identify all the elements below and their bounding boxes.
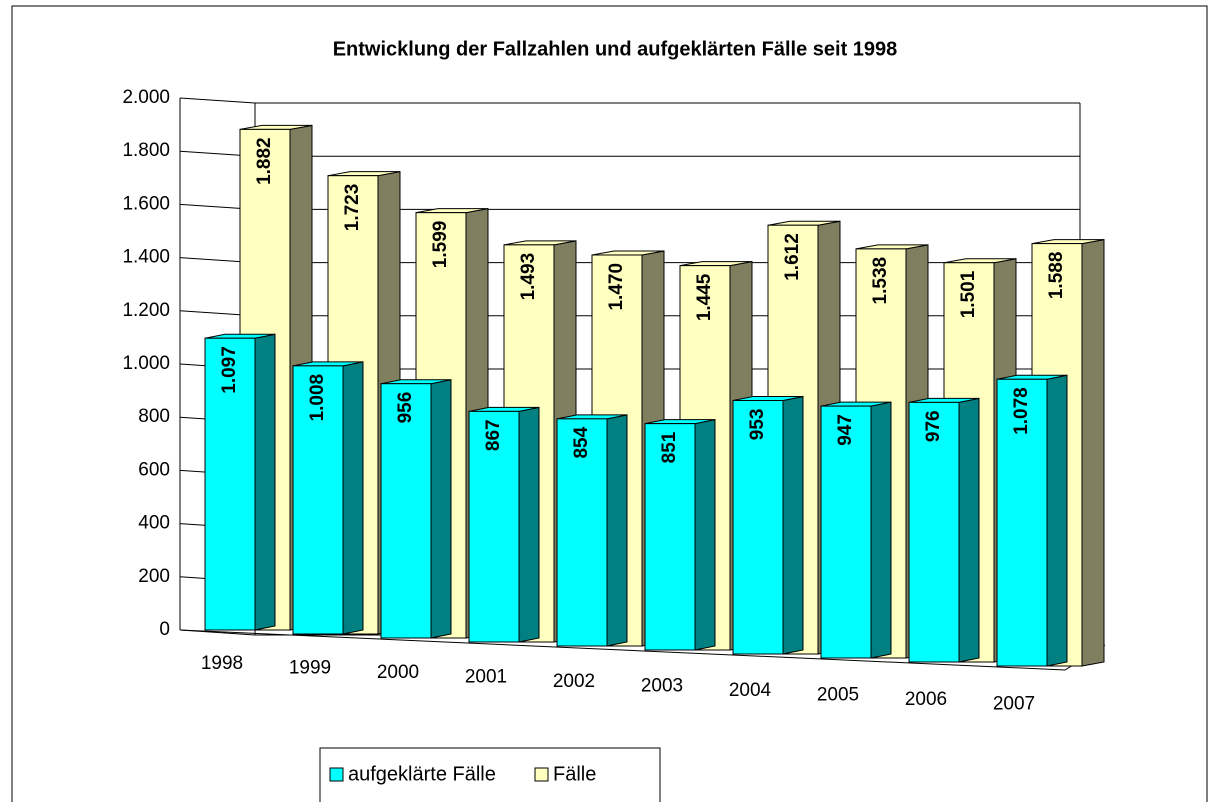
bar bbox=[732, 400, 784, 655]
value-label: 1.612 bbox=[782, 233, 803, 281]
value-label: 1.445 bbox=[694, 273, 715, 321]
bar bbox=[556, 418, 608, 647]
value-label: 976 bbox=[923, 410, 944, 442]
value-label: 1.501 bbox=[958, 270, 979, 318]
x-tick-label: 2006 bbox=[905, 689, 947, 710]
value-label: 1.097 bbox=[219, 346, 240, 394]
bar bbox=[380, 383, 432, 639]
legend-swatch bbox=[534, 767, 549, 782]
bar bbox=[908, 401, 960, 663]
value-label: 947 bbox=[835, 414, 856, 446]
bar-side bbox=[518, 406, 540, 643]
bar-side bbox=[782, 395, 804, 655]
x-tick-label: 2001 bbox=[465, 667, 507, 688]
bar-side bbox=[254, 333, 276, 631]
bar-side bbox=[430, 379, 452, 639]
value-label: 1.599 bbox=[430, 221, 451, 269]
x-tick-label: 2002 bbox=[553, 671, 595, 692]
y-tick-label: 2.000 bbox=[122, 87, 170, 108]
bar-side bbox=[606, 414, 628, 647]
x-tick-label: 2000 bbox=[377, 662, 419, 683]
x-tick-label: 2007 bbox=[993, 694, 1035, 715]
bar bbox=[468, 410, 520, 643]
bar-side bbox=[694, 419, 716, 651]
y-tick-label: 1.400 bbox=[122, 247, 170, 268]
legend: aufgeklärte Fälle Fälle bbox=[319, 747, 661, 802]
y-tick-label: 200 bbox=[138, 566, 170, 587]
legend-box bbox=[319, 747, 661, 802]
legend-label: aufgeklärte Fälle bbox=[348, 763, 496, 785]
value-label: 1.470 bbox=[606, 263, 627, 311]
bar-side bbox=[1081, 238, 1105, 667]
value-label: 854 bbox=[571, 426, 592, 458]
value-label: 1.882 bbox=[254, 137, 275, 185]
x-tick-label: 2005 bbox=[817, 685, 859, 706]
y-tick-label: 1.200 bbox=[122, 300, 170, 321]
bar bbox=[996, 378, 1048, 667]
value-label: 867 bbox=[483, 419, 504, 451]
value-label: 953 bbox=[747, 409, 768, 441]
y-tick-label: 1.600 bbox=[122, 193, 170, 214]
bar-side bbox=[958, 397, 980, 663]
bar bbox=[292, 365, 344, 635]
bar-side bbox=[1046, 374, 1068, 667]
bar-side bbox=[342, 361, 364, 635]
value-label: 1.588 bbox=[1046, 252, 1067, 300]
value-label: 851 bbox=[659, 431, 680, 463]
y-tick-label: 0 bbox=[159, 619, 170, 640]
value-label: 1.538 bbox=[870, 257, 891, 305]
value-label: 1.723 bbox=[342, 184, 363, 232]
bar-side bbox=[870, 401, 892, 659]
y-tick-label: 600 bbox=[138, 459, 170, 480]
y-tick-label: 1.000 bbox=[122, 353, 170, 374]
bar bbox=[204, 337, 256, 631]
chart-title: Entwicklung der Fallzahlen und aufgeklär… bbox=[333, 38, 898, 60]
legend-label: Fälle bbox=[553, 763, 596, 785]
bar bbox=[820, 405, 872, 659]
x-tick-label: 2004 bbox=[729, 680, 772, 701]
value-label: 1.493 bbox=[518, 253, 539, 301]
x-tick-label: 1999 bbox=[289, 658, 331, 679]
x-tick-label: 1998 bbox=[201, 653, 243, 674]
legend-swatch bbox=[329, 767, 344, 782]
value-label: 1.078 bbox=[1011, 387, 1032, 435]
value-label: 956 bbox=[395, 392, 416, 424]
x-tick-label: 2003 bbox=[641, 676, 683, 697]
bars: 1.882 1.723 1.599 1.493 1.470 1.445 1.612 1.538… bbox=[201, 124, 1105, 715]
y-tick-label: 400 bbox=[138, 513, 170, 534]
y-tick-label: 800 bbox=[138, 406, 170, 427]
bar bbox=[644, 423, 696, 651]
value-label: 1.008 bbox=[307, 374, 328, 422]
y-tick-label: 1.800 bbox=[122, 140, 170, 161]
